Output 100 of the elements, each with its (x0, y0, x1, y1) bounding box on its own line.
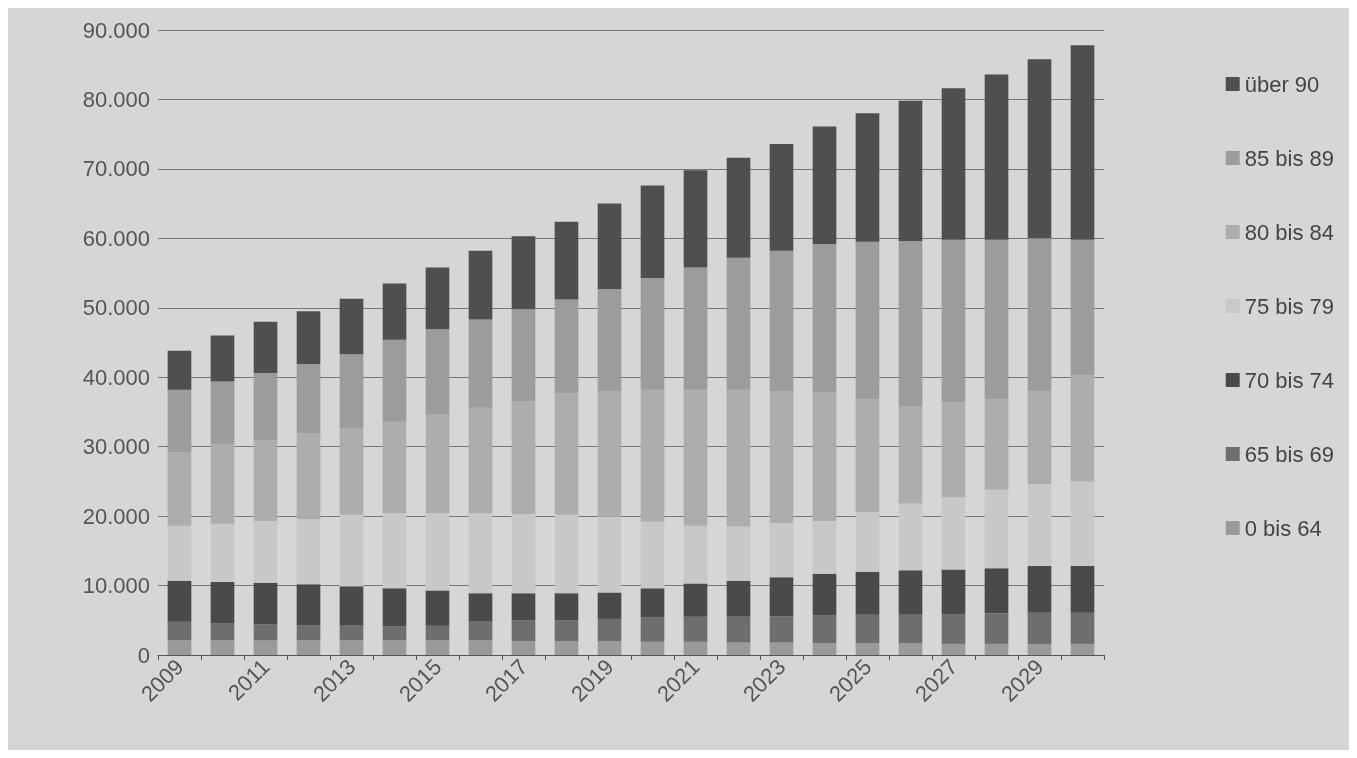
bar (1070, 481, 1095, 567)
bar (597, 592, 622, 619)
bar (511, 514, 536, 594)
legend-label: 65 bis 69 (1244, 441, 1335, 467)
bar (468, 319, 493, 408)
bar (855, 614, 880, 644)
bar (468, 621, 493, 641)
bar (511, 401, 536, 515)
bar (941, 88, 966, 240)
bar (597, 289, 622, 392)
bar (167, 350, 192, 390)
bar (468, 513, 493, 594)
bar (554, 620, 579, 642)
bar (726, 257, 751, 390)
bar (296, 640, 321, 655)
bar (382, 421, 407, 514)
bar (339, 354, 364, 429)
bar (253, 373, 278, 441)
bar (855, 399, 880, 512)
bar (640, 521, 665, 589)
bar (726, 642, 751, 655)
bar (941, 402, 966, 498)
bar (253, 520, 278, 583)
bar (511, 309, 536, 402)
bar (425, 625, 450, 641)
bar (1027, 484, 1052, 567)
bar (855, 643, 880, 655)
bar (984, 643, 1009, 655)
bar (812, 573, 837, 616)
bar (167, 389, 192, 453)
bar (640, 641, 665, 655)
bar (339, 640, 364, 655)
bar (210, 582, 235, 624)
y-tick-label: 50.000 (82, 295, 150, 321)
bar (210, 640, 235, 655)
bar (339, 298, 364, 355)
bar (769, 577, 794, 617)
bar (683, 616, 708, 642)
bar (640, 389, 665, 522)
bar (941, 239, 966, 403)
bar (984, 568, 1009, 614)
legend-label: 75 bis 79 (1244, 293, 1335, 319)
bar (425, 590, 450, 626)
bar (640, 185, 665, 278)
bar (382, 513, 407, 589)
bar (296, 625, 321, 641)
bar (898, 643, 923, 655)
bar (726, 526, 751, 581)
bar (554, 641, 579, 655)
bar (339, 586, 364, 626)
legend-label: 70 bis 74 (1244, 367, 1335, 393)
bar (554, 393, 579, 515)
bar (296, 584, 321, 626)
bar (425, 513, 450, 591)
bar (554, 221, 579, 300)
bar (296, 364, 321, 434)
legend-label: 0 bis 64 (1244, 515, 1322, 541)
bar (253, 640, 278, 655)
bar (855, 571, 880, 615)
bar (210, 444, 235, 524)
bar (769, 143, 794, 251)
bar (554, 299, 579, 394)
bar (726, 616, 751, 643)
bar (597, 203, 622, 290)
bar (984, 74, 1009, 240)
bar (683, 267, 708, 390)
bar (726, 580, 751, 617)
bar (167, 640, 192, 655)
bar (855, 241, 880, 400)
bar (941, 497, 966, 570)
bar (382, 283, 407, 340)
bar (812, 126, 837, 244)
bar (597, 618, 622, 642)
bar (167, 452, 192, 526)
bar (425, 329, 450, 415)
bar (1027, 238, 1052, 392)
bar (468, 407, 493, 514)
bar (683, 525, 708, 584)
y-tick-label: 40.000 (82, 364, 150, 390)
bar (1027, 612, 1052, 644)
legend-label: über 90 (1244, 71, 1320, 97)
y-tick-label: 30.000 (82, 434, 150, 460)
bar (984, 613, 1009, 644)
bar (554, 593, 579, 621)
bar (296, 433, 321, 519)
bar (640, 588, 665, 618)
bar (984, 399, 1009, 490)
bar (425, 267, 450, 330)
bar (898, 503, 923, 571)
bar (898, 241, 923, 407)
bar (382, 339, 407, 422)
bar (941, 614, 966, 644)
bar (726, 157, 751, 258)
bar (167, 580, 192, 622)
y-tick-label: 20.000 (82, 503, 150, 529)
bar (339, 514, 364, 587)
bar (253, 582, 278, 625)
bar (382, 626, 407, 641)
bar (210, 335, 235, 382)
bar (468, 640, 493, 655)
